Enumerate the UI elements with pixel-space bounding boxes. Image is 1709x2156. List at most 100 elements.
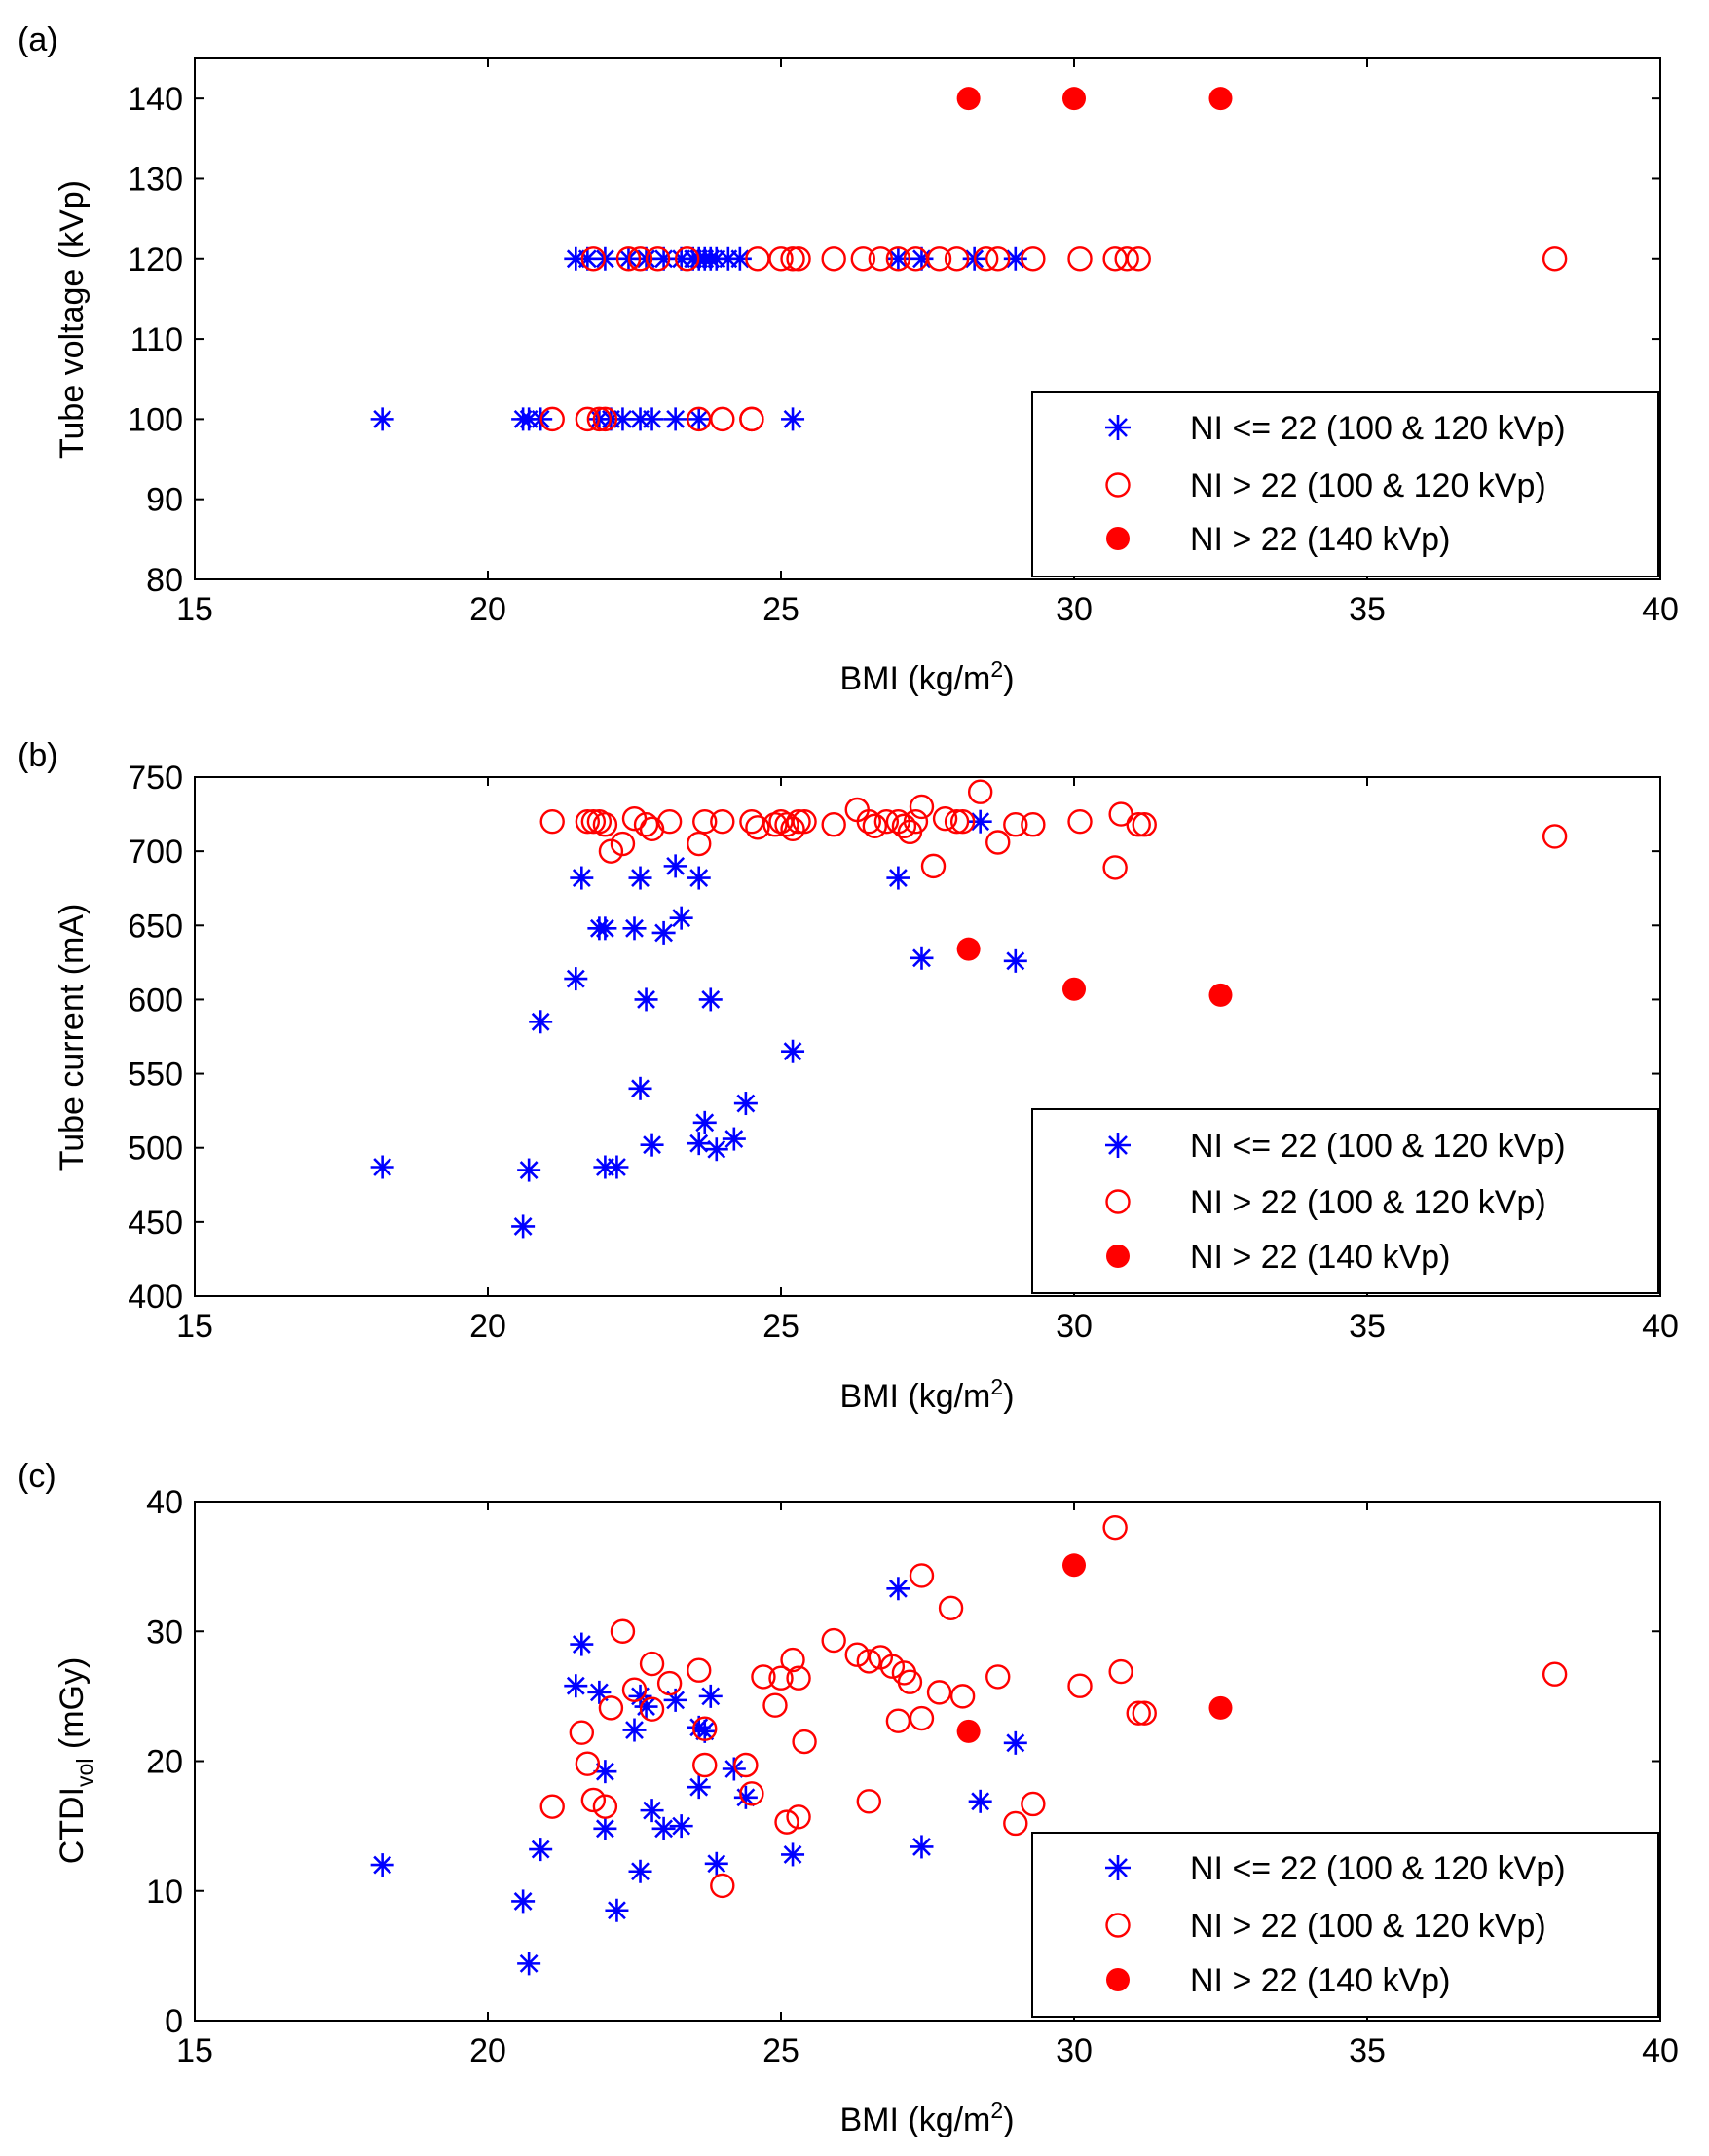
data-point-star: [570, 866, 594, 890]
data-point-star: [687, 1775, 711, 1800]
data-point-open-circle: [710, 1873, 735, 1899]
data-point-open-circle: [1003, 812, 1028, 837]
data-point-open-circle: [580, 246, 607, 272]
legend-open-circle-icon: [1105, 1913, 1131, 1938]
x-tick-label: 40: [1642, 1308, 1679, 1345]
data-point-open-circle: [539, 1794, 565, 1819]
x-tick-label: 35: [1349, 1308, 1386, 1345]
data-point-open-circle: [1021, 1791, 1046, 1817]
data-point-open-circle: [944, 808, 970, 835]
data-point-star: [1003, 1730, 1027, 1755]
data-point-star: [529, 1838, 553, 1862]
legend-open-circle-icon: [1105, 472, 1131, 498]
axis-ticks: 15 20 25 30 35 40 80 90 100 110 120 130 140: [128, 58, 1679, 628]
data-point-star: [663, 854, 687, 878]
data-point-open-circle: [856, 1789, 881, 1814]
x-tick-label: 35: [1349, 2032, 1386, 2069]
data-point-star: [622, 916, 647, 941]
data-point-star: [640, 1133, 664, 1157]
x-tick-label: 20: [469, 1308, 506, 1345]
y-tick-label: 0: [165, 2003, 183, 2040]
data-point-star: [628, 1076, 652, 1100]
x-tick-label: 30: [1056, 591, 1093, 628]
legend-label: NI > 22 (100 & 120 kVp): [1190, 467, 1546, 504]
data-point-filled-circle: [1062, 87, 1086, 111]
data-point-open-circle: [575, 1751, 601, 1776]
data-point-open-circle: [692, 1752, 718, 1778]
x-tick-label: 25: [762, 2032, 799, 2069]
y-tick-label: 20: [146, 1744, 183, 1781]
data-point-star: [628, 866, 652, 890]
y-tick-label: 400: [128, 1279, 183, 1316]
data-point-star: [722, 1127, 746, 1151]
data-point-open-circle: [1542, 824, 1568, 849]
data-point-star: [640, 407, 664, 431]
data-point-open-circle: [821, 812, 846, 837]
x-tick-label: 20: [469, 2032, 506, 2069]
y-tick-label: 700: [128, 834, 183, 871]
data-point-filled-circle: [1062, 977, 1086, 1001]
data-point-open-circle: [1126, 812, 1151, 837]
data-point-open-circle: [1542, 1661, 1568, 1687]
x-tick-label: 30: [1056, 1308, 1093, 1345]
data-point-star: [651, 920, 676, 945]
data-point-star: [698, 1684, 723, 1708]
legend: NI <= 22 (100 & 120 kVp) NI > 22 (100 & …: [1031, 391, 1659, 577]
data-point-open-circle: [580, 808, 607, 835]
data-point-star: [370, 1853, 394, 1877]
data-point-open-circle: [974, 246, 999, 272]
y-axis-label: Tube voltage (kVp): [54, 180, 91, 459]
data-point-filled-circle: [1208, 87, 1233, 111]
data-point-open-circle: [739, 808, 764, 835]
data-point-open-circle: [645, 246, 671, 272]
data-point-star: [692, 1110, 717, 1134]
data-point-open-circle: [592, 406, 618, 432]
x-tick-label: 40: [1642, 2032, 1679, 2069]
y-tick-label: 90: [146, 482, 183, 519]
data-point-star: [1003, 246, 1027, 271]
y-tick-label: 40: [146, 1484, 183, 1521]
data-point-star: [910, 946, 934, 970]
data-point-open-circle: [633, 812, 659, 837]
data-point-open-circle: [932, 805, 958, 832]
data-point-star: [529, 1010, 553, 1034]
data-point-open-circle: [621, 1677, 648, 1702]
data-point-star: [733, 1092, 758, 1116]
data-point-star: [370, 1155, 394, 1179]
legend-open-circle-icon: [1105, 1189, 1131, 1214]
data-point-open-circle: [1067, 808, 1093, 835]
data-point-open-circle: [786, 808, 811, 835]
data-point-star: [593, 916, 617, 941]
data-point-open-circle: [751, 1664, 776, 1690]
x-tick-label: 15: [176, 591, 213, 628]
data-point-open-circle: [780, 1647, 805, 1673]
legend: NI <= 22 (100 & 120 kVp) NI > 22 (100 & …: [1031, 1832, 1659, 2018]
data-point-open-circle: [1067, 1673, 1093, 1698]
data-point-open-circle: [1132, 812, 1157, 837]
data-point-filled-circle: [1062, 1553, 1086, 1578]
panel-c: (c) 15 20 25 30 35 40 0 10 20 30 40 BMI (kg/m2) CT…: [18, 1458, 1679, 2138]
data-point-open-circle: [639, 1696, 665, 1722]
data-point-open-circle: [967, 779, 993, 804]
legend-label: NI <= 22 (100 & 120 kVp): [1190, 1128, 1566, 1165]
data-point-open-circle: [1021, 246, 1046, 272]
data-point-star: [605, 1898, 629, 1922]
y-tick-label: 650: [128, 908, 183, 945]
x-axis-label: BMI (kg/m2): [839, 2098, 1014, 2138]
data-point-star: [687, 866, 711, 890]
legend-star-icon: [1105, 1133, 1131, 1158]
data-point-open-circle: [856, 808, 881, 835]
data-point-star: [634, 987, 658, 1012]
data-point-filled-circle: [956, 1719, 981, 1743]
data-point-open-circle: [786, 1665, 811, 1691]
data-point-open-circle: [821, 1627, 846, 1654]
y-tick-label: 450: [128, 1205, 183, 1242]
data-point-open-circle: [985, 1664, 1011, 1690]
panel-label: (a): [18, 21, 58, 58]
y-tick-label: 600: [128, 982, 183, 1019]
data-points: [370, 1514, 1568, 1976]
legend-label: NI > 22 (140 kVp): [1190, 1239, 1450, 1276]
data-point-star: [611, 407, 635, 431]
data-point-open-circle: [949, 808, 976, 835]
